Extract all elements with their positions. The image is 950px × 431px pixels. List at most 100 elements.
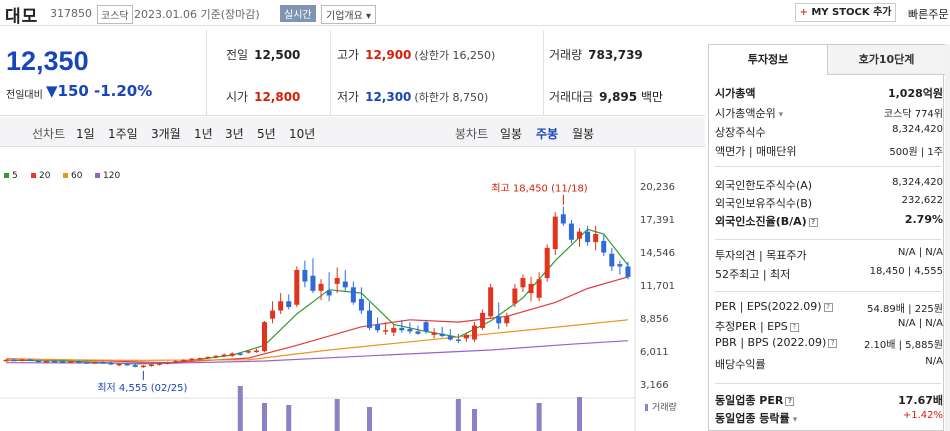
candle-body: [221, 354, 227, 357]
tab-1d[interactable]: 1일: [76, 127, 95, 141]
volume-label: 거래량: [652, 401, 677, 413]
change-label: 전일대비: [6, 90, 43, 101]
candle-body: [261, 322, 268, 352]
tab-weekly[interactable]: 주봉: [536, 127, 559, 141]
info-value: 17.67배: [898, 394, 943, 407]
stock-chart[interactable]: 5 20 60 120 20,236 17,391 14,546 11,701 8,85…: [0, 148, 705, 431]
section-divider: [715, 291, 941, 292]
tab-daily[interactable]: 일봉: [500, 127, 523, 141]
candle-body: [342, 281, 348, 288]
candle-body: [593, 233, 599, 243]
info-value: 2.10배 | 5,885원: [863, 340, 943, 351]
candle-body: [415, 331, 421, 334]
stock-code: 317850: [50, 7, 92, 20]
info-row: 외국인소진율(B/A)? 2.79%: [715, 213, 943, 231]
legend-ma5: 5: [4, 171, 18, 181]
candle-body: [173, 360, 179, 363]
divider: [330, 30, 331, 116]
legend-ma120: 120: [95, 171, 120, 181]
info-label: 시가총액: [715, 87, 756, 100]
info-row: 액면가 | 매매단위 500원 | 1주: [715, 143, 943, 161]
info-label: 52주최고 | 최저: [715, 268, 791, 281]
scrollbar[interactable]: [945, 44, 950, 431]
candle-body: [536, 279, 542, 298]
side-tabs: 투자정보 호가10단계: [709, 44, 945, 75]
candle-body: [197, 358, 203, 360]
candle-body: [512, 288, 518, 304]
corp-info-label: 기업개요: [326, 11, 363, 22]
corp-info-dropdown[interactable]: 기업개요 ▾: [321, 5, 377, 24]
volume-bar: [261, 403, 268, 431]
candle-body: [51, 360, 58, 363]
low-annotation: 최저 4,555 (02/25): [97, 382, 187, 394]
info-value: 8,324,420: [892, 177, 943, 188]
plus-icon: +: [799, 7, 808, 18]
tab-monthly[interactable]: 월봉: [572, 127, 595, 141]
y-tick-label: 11,701: [640, 281, 675, 292]
info-row: 배당수익률 N/A: [715, 356, 943, 374]
candle-body: [455, 339, 461, 342]
info-label: 동일업종 PER?: [715, 392, 795, 408]
y-tick-label: 17,391: [640, 215, 675, 226]
add-mystock-button[interactable]: + MY STOCK 추가: [795, 3, 896, 22]
info-value: 2.79%: [904, 213, 943, 226]
ma20-line: [5, 276, 629, 364]
add-mystock-label: MY STOCK 추가: [811, 7, 892, 18]
info-value: N/A | N/A: [897, 247, 943, 258]
volume-bar: [536, 403, 542, 431]
info-row: 52주최고 | 최저 18,450 | 4,555: [715, 266, 943, 284]
candle-body: [124, 363, 130, 366]
candle-body: [358, 298, 364, 311]
tab-10y[interactable]: 10년: [289, 127, 316, 141]
y-tick-label: 3,166: [640, 380, 669, 391]
candle-body: [399, 327, 405, 331]
y-tick-label: 8,856: [640, 314, 669, 325]
help-icon[interactable]: ?: [823, 302, 833, 312]
candle-body: [132, 365, 138, 367]
candle-body: [391, 327, 397, 333]
candle-body: [431, 332, 437, 335]
price-box: 12,350 전일대비 ▼150 -1.20%: [0, 30, 207, 116]
help-icon[interactable]: ?: [808, 217, 818, 227]
candlestick-chart[interactable]: 20,236 17,391 14,546 11,701 8,856 6,011 3,166 최…: [0, 148, 705, 431]
help-icon[interactable]: ?: [789, 322, 799, 332]
candle-body: [568, 223, 574, 240]
info-label: 외국인보유주식수(B): [715, 197, 813, 210]
candle-body: [552, 216, 558, 250]
chevron-down-icon[interactable]: ▾: [775, 110, 784, 120]
tab-3y[interactable]: 3년: [225, 127, 244, 141]
candle-body: [294, 269, 300, 305]
legend-swatch: [4, 173, 9, 178]
info-value: 1,028억원: [887, 87, 943, 100]
chevron-down-icon[interactable]: ▾: [789, 415, 798, 425]
candle-body: [480, 312, 486, 328]
tab-3m[interactable]: 3개월: [151, 127, 181, 141]
candle-body: [148, 364, 154, 366]
candle-body: [270, 310, 276, 319]
candle-body: [528, 283, 534, 294]
stock-name: 대모: [5, 7, 39, 27]
quick-order-link[interactable]: 빠른주문: [908, 8, 949, 21]
candle-body: [375, 324, 381, 331]
legend-swatch: [95, 173, 100, 178]
candle-body: [504, 316, 510, 324]
tab-1y[interactable]: 1년: [194, 127, 213, 141]
tab-5y[interactable]: 5년: [257, 127, 276, 141]
candle-body: [35, 360, 41, 363]
volume-bar: [334, 399, 340, 431]
y-tick-label: 6,011: [640, 347, 669, 358]
candle-body: [471, 325, 478, 340]
prev-close: 전일 12,500: [226, 48, 301, 62]
realtime-button[interactable]: 실시간: [280, 5, 316, 22]
candle-body: [165, 362, 171, 364]
help-icon[interactable]: ?: [785, 396, 795, 406]
volume-legend-swatch: [645, 404, 648, 411]
help-icon[interactable]: ?: [828, 338, 838, 348]
volume-bar: [471, 409, 478, 431]
tab-investment-info[interactable]: 투자정보: [709, 44, 828, 75]
tab-order-book[interactable]: 호가10단계: [828, 44, 945, 75]
candle-body: [27, 359, 33, 361]
info-label: PBR | BPS (2022.09)?: [715, 336, 838, 349]
info-row: 동일업종 등락률 ▾ +1.42%: [715, 410, 943, 428]
tab-1w[interactable]: 1주일: [108, 127, 138, 141]
